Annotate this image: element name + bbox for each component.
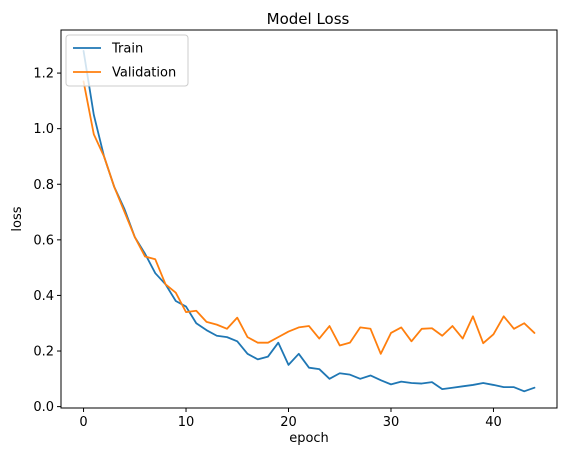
y-tick-label: 0.8	[33, 178, 54, 193]
x-tick-label: 30	[383, 415, 400, 430]
y-tick-label: 1.0	[33, 122, 54, 137]
x-tick-label: 10	[178, 415, 195, 430]
y-tick-label: 0.0	[33, 400, 54, 415]
y-tick-label: 0.4	[33, 289, 54, 304]
y-tick-label: 0.6	[33, 233, 54, 248]
y-axis-label: loss	[10, 206, 25, 231]
x-axis-label: epoch	[289, 431, 329, 446]
y-tick-label: 1.2	[33, 67, 54, 82]
legend-label-validation: Validation	[112, 66, 176, 81]
series-layer	[82, 49, 536, 393]
x-tick-label: 0	[79, 415, 87, 430]
series-line-validation	[82, 80, 536, 355]
x-tick-label: 40	[485, 415, 502, 430]
x-axis-ticks: 0 10 20 30 40	[79, 408, 502, 430]
legend-label-train: Train	[111, 42, 143, 57]
plot-frame	[60, 29, 558, 409]
y-axis-ticks: 0.0 0.2 0.4 0.6 0.8 1.0 1.2	[33, 67, 61, 415]
series-line-train	[82, 49, 536, 393]
chart-title: Model Loss	[267, 10, 350, 28]
x-tick-label: 20	[280, 415, 297, 430]
legend: Train Validation	[65, 34, 189, 87]
y-tick-label: 0.2	[33, 345, 54, 360]
